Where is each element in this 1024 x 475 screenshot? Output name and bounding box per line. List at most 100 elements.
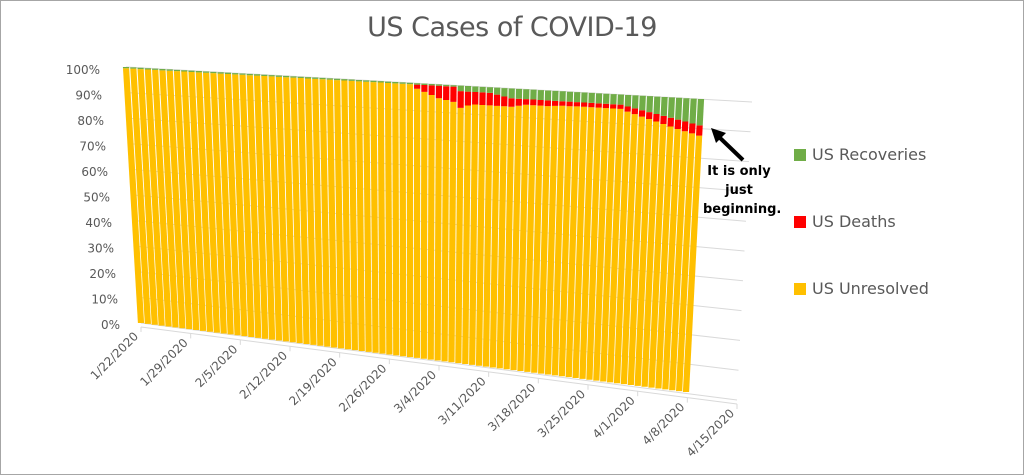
legend-label-deaths: US Deaths — [812, 212, 896, 231]
bar-unresolved — [239, 74, 255, 337]
bar-unresolved — [510, 105, 522, 371]
x-tick-label: 2/12/2020 — [237, 348, 290, 401]
y-tick-label: 80% — [77, 114, 104, 128]
bar-unresolved — [312, 78, 324, 346]
bar-deaths — [421, 84, 428, 92]
bar-unresolved — [517, 104, 530, 372]
bar-recoveries — [159, 69, 166, 71]
bar-unresolved — [173, 71, 193, 330]
bar-recoveries — [508, 88, 515, 99]
bar-recoveries — [195, 71, 202, 73]
bar-recoveries — [479, 86, 486, 93]
bar-recoveries — [414, 83, 421, 85]
chart-title: US Cases of COVID-19 — [367, 12, 657, 43]
bar-recoveries — [493, 87, 501, 95]
bar-unresolved — [348, 80, 358, 351]
bar-unresolved — [503, 106, 515, 370]
bar-recoveries — [202, 71, 210, 73]
bar-deaths — [428, 85, 435, 96]
legend-item-deaths[interactable]: US Deaths — [794, 212, 896, 231]
bar-unresolved — [558, 106, 573, 377]
bar-unresolved — [682, 135, 703, 392]
bar-recoveries — [122, 67, 130, 69]
bar-unresolved — [144, 69, 165, 326]
bar-recoveries — [646, 96, 654, 113]
bar-recoveries — [544, 90, 552, 101]
bar-recoveries — [689, 98, 697, 124]
bar-recoveries — [682, 98, 690, 122]
y-tick-label: 50% — [83, 191, 110, 205]
bar-deaths — [457, 91, 464, 108]
bar-recoveries — [363, 80, 370, 82]
bar-unresolved — [333, 80, 345, 349]
bar-recoveries — [624, 94, 632, 107]
y-tick-label: 70% — [79, 140, 106, 154]
bar-unresolved — [420, 91, 428, 359]
bar-recoveries — [595, 93, 603, 104]
legend-item-recoveries[interactable]: US Recoveries — [794, 145, 926, 164]
y-tick-label: 20% — [89, 267, 116, 281]
bar-unresolved — [130, 68, 151, 324]
x-tick-label: 1/22/2020 — [88, 329, 141, 382]
bar-recoveries — [217, 72, 224, 74]
bar-unresolved — [427, 95, 435, 360]
bar-recoveries — [631, 95, 639, 109]
bar-deaths — [631, 108, 639, 115]
legend-swatch-deaths — [794, 215, 806, 228]
x-tick-label: 3/11/2020 — [435, 374, 488, 427]
bar-recoveries — [588, 92, 595, 103]
bar-deaths — [479, 92, 486, 105]
bar-recoveries — [523, 89, 530, 100]
legend-item-unresolved[interactable]: US Unresolved — [794, 279, 929, 298]
bar-recoveries — [188, 70, 195, 72]
bar-recoveries — [275, 75, 282, 77]
bar-unresolved — [304, 78, 317, 345]
bar-unresolved — [253, 75, 269, 339]
legend-label-unresolved: US Unresolved — [812, 279, 929, 298]
bar-deaths — [624, 106, 631, 112]
bar-unresolved — [363, 81, 372, 352]
bar-recoveries — [333, 78, 341, 81]
bar-unresolved — [441, 100, 450, 362]
bar-deaths — [595, 103, 602, 108]
bar-unresolved — [195, 72, 214, 332]
x-tick-label: 3/25/2020 — [535, 387, 588, 440]
bar-recoveries — [667, 97, 675, 118]
legend-swatch-unresolved — [794, 282, 806, 295]
bar-deaths — [450, 86, 457, 102]
x-tick-label: 4/15/2020 — [684, 406, 737, 459]
bar-deaths — [610, 104, 617, 109]
bar-unresolved — [152, 69, 172, 327]
bar-unresolved — [593, 108, 609, 381]
bar-recoveries — [166, 69, 173, 71]
bar-deaths — [508, 98, 515, 107]
bar-recoveries — [341, 79, 348, 81]
bar-deaths — [537, 99, 544, 106]
bar-unresolved — [627, 116, 646, 386]
bar-recoveries — [566, 91, 574, 102]
bar-unresolved — [341, 80, 352, 350]
bar-unresolved — [544, 105, 559, 375]
bar-deaths — [602, 103, 610, 109]
bar-unresolved — [538, 106, 551, 374]
bar-recoveries — [450, 85, 457, 87]
bar-recoveries — [421, 83, 428, 85]
bar-recoveries — [370, 80, 377, 83]
bar-recoveries — [696, 99, 705, 126]
bar-unresolved — [462, 105, 471, 365]
y-tick-label: 100% — [66, 63, 100, 77]
bar-recoveries — [377, 81, 384, 83]
bar-unresolved — [319, 79, 331, 347]
bar-deaths — [688, 123, 696, 134]
bar-deaths — [588, 102, 595, 108]
bar-recoveries — [283, 75, 290, 78]
bar-unresolved — [662, 128, 681, 390]
bar-unresolved — [122, 68, 145, 323]
bar-recoveries — [653, 96, 661, 114]
bar-deaths — [414, 84, 421, 89]
bar-unresolved — [531, 105, 544, 373]
bar-unresolved — [482, 105, 493, 367]
annotation-arrow-shaft — [716, 134, 745, 162]
bar-unresolved — [246, 75, 262, 338]
